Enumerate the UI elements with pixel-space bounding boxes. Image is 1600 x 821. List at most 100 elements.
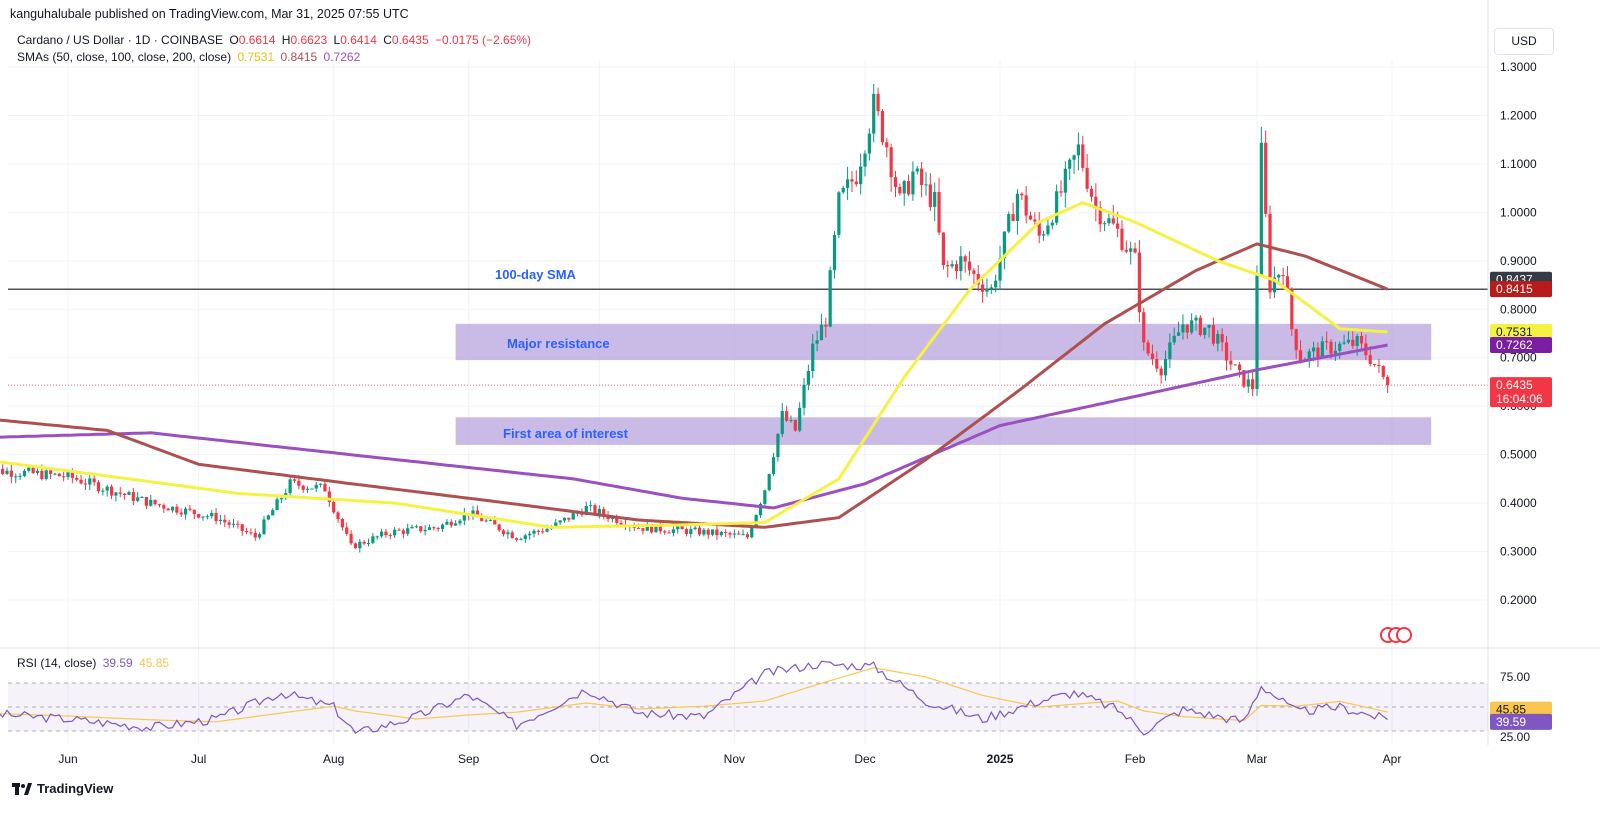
candle-body: [1307, 351, 1311, 360]
time-tick: Apr: [1383, 752, 1402, 766]
candle-body: [1372, 363, 1377, 365]
candle-body: [741, 534, 745, 536]
candle-body: [671, 529, 675, 533]
candle: [144, 496, 148, 509]
candle-body: [872, 93, 876, 134]
candle-body: [1129, 248, 1133, 252]
candle-body: [719, 531, 723, 536]
candle-body: [83, 483, 88, 485]
candle-body: [1229, 360, 1233, 365]
candle-body: [1002, 231, 1006, 259]
candle-body: [123, 493, 127, 495]
candle-body: [863, 153, 867, 167]
candle-body: [1220, 334, 1224, 343]
rsi-line: [0, 660, 1388, 736]
time-tick: Sep: [458, 752, 480, 766]
candle-body: [941, 232, 946, 266]
candle: [454, 520, 458, 526]
rsi-legend-label[interactable]: RSI (14, close): [17, 656, 97, 670]
candle: [1168, 333, 1172, 369]
candle: [1372, 363, 1377, 367]
grid-lines: [8, 60, 1488, 745]
candle-body: [663, 531, 667, 533]
candle: [1298, 340, 1303, 364]
candle: [1102, 221, 1107, 232]
candle-body: [88, 478, 92, 485]
candle: [1002, 231, 1006, 270]
candle-body: [353, 543, 358, 549]
candle: [750, 526, 754, 539]
candle: [1037, 211, 1041, 244]
candle: [850, 171, 854, 193]
candle: [954, 260, 959, 280]
currency-button[interactable]: USD: [1494, 28, 1554, 55]
candle-body: [427, 527, 432, 530]
candle-body: [149, 499, 153, 506]
candle-body: [867, 133, 871, 154]
publisher-line: kanguhalubale published on TradingView.c…: [10, 7, 409, 21]
candle-body: [1233, 364, 1237, 366]
candle-body: [1142, 312, 1146, 343]
candle-body: [279, 498, 284, 500]
candle: [933, 182, 937, 222]
candle: [1050, 219, 1054, 230]
candle: [1316, 342, 1320, 368]
candle-body: [776, 433, 780, 458]
candle: [1333, 341, 1337, 361]
candle-body: [650, 524, 654, 533]
candle: [131, 487, 135, 506]
candle: [1325, 331, 1329, 350]
candle: [1150, 344, 1155, 366]
candle-body: [231, 523, 236, 525]
tradingview-logo[interactable]: TradingView: [12, 781, 113, 796]
candle-body: [1386, 376, 1390, 386]
candle: [1281, 267, 1285, 287]
candle: [663, 529, 667, 535]
candle: [83, 478, 88, 490]
candle-body: [994, 280, 998, 288]
candle-body: [423, 529, 427, 532]
candle: [1346, 331, 1351, 344]
candle-body: [166, 508, 170, 511]
candle: [1224, 336, 1229, 371]
time-tick: Jul: [191, 752, 206, 766]
candle: [1198, 315, 1202, 337]
symbol-name[interactable]: Cardano / US Dollar · 1D · COINBASE: [17, 33, 224, 47]
candle: [22, 468, 27, 478]
candle-body: [767, 474, 771, 491]
candle-body: [933, 192, 937, 207]
candle-body: [1037, 221, 1041, 236]
candle: [340, 517, 344, 531]
candle: [1015, 189, 1020, 235]
candle-body: [432, 527, 436, 529]
candle: [210, 510, 214, 519]
candle-body: [541, 531, 545, 533]
candle-body: [1063, 168, 1067, 193]
candle-body: [1098, 207, 1102, 225]
candle: [1203, 327, 1207, 339]
event-flags[interactable]: [1380, 627, 1412, 643]
candle: [658, 521, 662, 535]
candle-body: [179, 512, 183, 515]
candle-body: [70, 471, 74, 478]
sma-legend-label[interactable]: SMAs (50, close, 100, close, 200, close): [17, 50, 232, 64]
rsi-badge-bg: [1490, 713, 1552, 730]
candle-body: [162, 505, 166, 509]
rsi-legend-value: 39.59: [102, 656, 133, 670]
candle-body: [571, 513, 575, 520]
candle-body: [937, 192, 941, 233]
candle-body: [1111, 218, 1115, 224]
candle-body: [22, 470, 27, 476]
candle: [528, 531, 532, 540]
candle: [497, 523, 501, 532]
candle: [1277, 273, 1281, 283]
candle-body: [1020, 193, 1024, 196]
candle: [684, 527, 689, 537]
candle: [776, 433, 780, 462]
price-tick: 1.0000: [1500, 205, 1537, 219]
candle: [1068, 157, 1072, 181]
candle: [262, 515, 266, 535]
candle-body: [924, 184, 928, 186]
close-value: 0.6435: [391, 33, 429, 47]
